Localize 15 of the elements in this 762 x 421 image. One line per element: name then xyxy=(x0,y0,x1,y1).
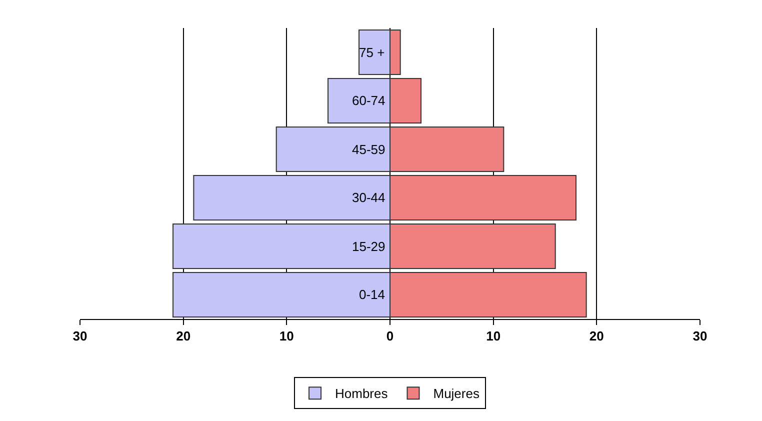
y-tick-label: 45-59 xyxy=(352,142,386,157)
x-tick-label: 10 xyxy=(279,328,294,344)
x-tick-label: 0 xyxy=(386,328,394,344)
x-tick-label: 10 xyxy=(486,328,501,344)
x-tick-label: 30 xyxy=(72,328,88,344)
y-tick-label: 75 + xyxy=(359,45,385,60)
y-tick-label: 60-74 xyxy=(352,93,386,108)
y-tick-label: 0-14 xyxy=(359,287,386,302)
y-tick-label: 30-44 xyxy=(352,190,386,205)
legend-label: Hombres xyxy=(335,386,388,402)
x-tick-label: 20 xyxy=(176,328,191,344)
x-tick-label: 20 xyxy=(589,328,604,344)
legend-label: Mujeres xyxy=(433,386,480,402)
x-tick-label: 30 xyxy=(692,328,708,344)
y-tick-label: 15-29 xyxy=(352,239,386,254)
